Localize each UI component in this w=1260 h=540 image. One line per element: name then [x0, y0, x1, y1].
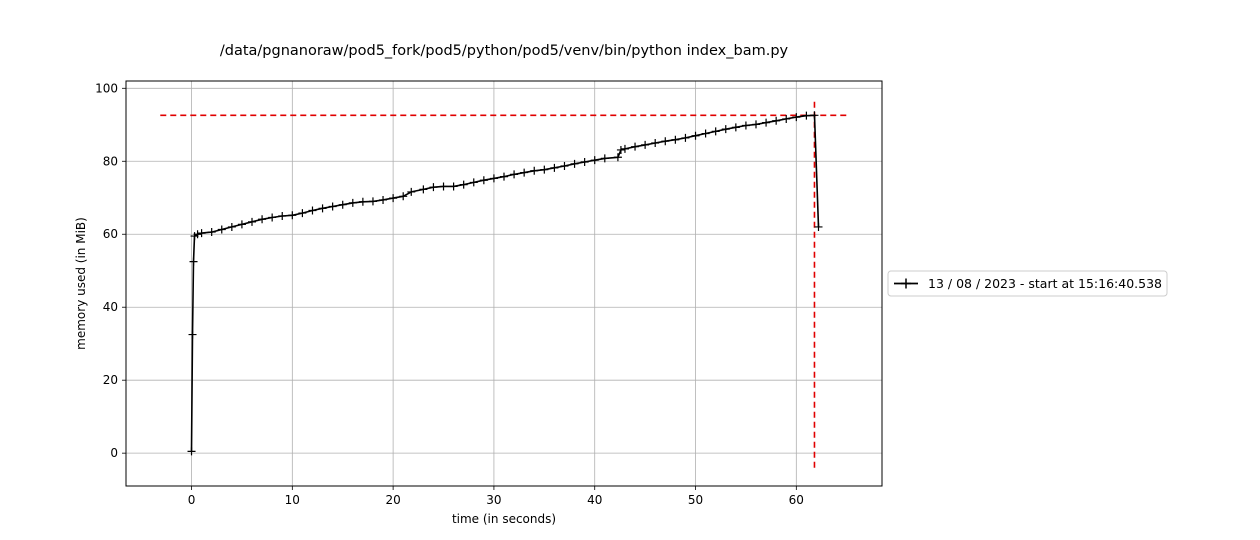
data-point-marker — [590, 156, 599, 165]
data-point-marker — [721, 125, 730, 134]
legend-box — [887, 270, 1168, 297]
data-point-marker — [227, 222, 236, 231]
legend: 13 / 08 / 2023 - start at 15:16:40.538 — [887, 270, 1168, 297]
data-point-marker — [188, 330, 197, 339]
data-point-marker — [741, 121, 750, 130]
data-point-marker — [540, 165, 549, 174]
plot-frame — [125, 80, 883, 487]
data-point-marker — [328, 202, 337, 211]
legend-label: 13 / 08 / 2023 - start at 15:16:40.538 — [928, 276, 1162, 291]
data-point-marker — [731, 123, 740, 132]
x-tick-label: 40 — [587, 493, 602, 507]
data-point-marker — [193, 230, 202, 239]
data-point-marker — [248, 217, 256, 226]
y-axis: 0 20 40 60 80 100 — [95, 81, 126, 460]
y-tick-label: 0 — [110, 446, 118, 460]
data-point-marker — [613, 153, 622, 162]
data-point-marker — [620, 144, 629, 153]
y-tick-label: 80 — [103, 154, 118, 168]
data-point-marker — [500, 172, 508, 181]
data-point-marker — [580, 158, 589, 166]
data-point-marker — [318, 204, 327, 213]
data-point-marker — [459, 180, 468, 189]
y-tick-label: 40 — [103, 300, 118, 314]
data-point-marker — [681, 133, 690, 142]
data-point-marker — [772, 116, 781, 125]
series-line — [190, 114, 820, 452]
data-point-marker — [530, 166, 539, 175]
x-tick-label: 10 — [285, 493, 300, 507]
x-tick-label: 60 — [789, 493, 804, 507]
data-point-marker — [439, 182, 448, 191]
grid-lines — [126, 81, 882, 486]
data-point-marker — [207, 228, 216, 237]
data-point-marker — [762, 118, 771, 127]
data-point-marker — [802, 111, 811, 120]
reference-lines — [160, 99, 850, 468]
data-point-marker — [429, 183, 438, 192]
data-point-marker — [691, 131, 700, 140]
data-point-marker — [449, 182, 458, 191]
data-point-marker — [671, 135, 680, 144]
data-point-marker — [600, 154, 609, 163]
data-point-marker — [550, 163, 559, 172]
x-tick-label: 30 — [486, 493, 501, 507]
data-point-marker — [217, 225, 226, 234]
data-point-marker — [782, 114, 791, 123]
data-point-marker — [651, 139, 660, 148]
data-point-marker — [616, 145, 625, 154]
data-point-marker — [298, 209, 307, 218]
data-point-marker — [187, 447, 196, 456]
x-axis-title: time (in seconds) — [452, 512, 556, 526]
data-point-marker — [389, 194, 398, 203]
data-point-marker — [489, 174, 498, 183]
y-tick-label: 60 — [103, 227, 118, 241]
x-tick-label: 0 — [188, 493, 196, 507]
data-point-marker — [258, 215, 267, 224]
data-point-marker — [752, 120, 760, 129]
data-point-marker — [810, 111, 819, 120]
data-point-marker — [237, 220, 246, 229]
data-point-marker — [631, 142, 640, 151]
data-point-marker — [570, 159, 579, 168]
data-point-marker — [701, 129, 710, 138]
data-point-marker — [814, 222, 823, 231]
series-layer — [187, 111, 823, 456]
data-point-marker — [479, 176, 488, 185]
x-axis: 0 10 20 30 40 50 60 — [188, 486, 804, 507]
data-point-marker — [407, 187, 416, 196]
data-point-marker — [268, 213, 277, 222]
data-point-marker — [189, 257, 198, 266]
data-point-marker — [711, 127, 720, 136]
data-point-marker — [469, 178, 478, 187]
data-point-marker — [641, 140, 650, 149]
data-point-marker — [792, 113, 801, 122]
y-tick-label: 20 — [103, 373, 118, 387]
data-point-marker — [368, 197, 377, 206]
data-point-marker — [308, 206, 317, 215]
data-point-marker — [419, 185, 428, 194]
y-axis-title: memory used (in MiB) — [74, 217, 88, 350]
x-tick-label: 20 — [385, 493, 400, 507]
x-tick-label: 50 — [688, 493, 703, 507]
data-point-marker — [338, 200, 347, 209]
data-point-marker — [399, 192, 408, 201]
data-point-marker — [379, 195, 388, 204]
data-point-marker — [197, 229, 206, 238]
data-point-marker — [510, 170, 519, 179]
data-point-marker — [358, 197, 367, 206]
data-point-marker — [560, 162, 569, 171]
data-point-marker — [288, 211, 297, 220]
chart-title: /data/pgnanoraw/pod5_fork/pod5/python/po… — [220, 43, 789, 59]
y-tick-label: 100 — [95, 81, 118, 95]
data-point-marker — [520, 168, 529, 177]
data-point-marker — [348, 198, 357, 207]
data-point-marker — [278, 212, 287, 220]
data-point-marker — [661, 137, 670, 146]
